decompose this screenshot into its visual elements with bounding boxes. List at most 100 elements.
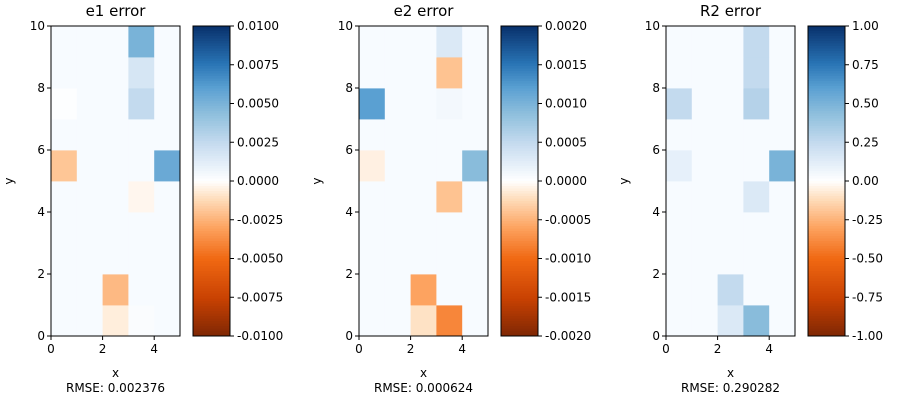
heatmap-cell [76,181,103,213]
colorbar-segment [193,256,230,259]
heatmap-cell [128,88,155,120]
colorbar-segment [193,323,230,327]
colorbar-segment [501,113,538,117]
heatmap-cell [743,181,770,213]
colorbar-segment [193,191,230,194]
colorbar-segment [193,228,230,232]
colorbar-segment [501,266,538,269]
colorbar-segment [501,173,538,177]
colorbar-segment [193,171,230,174]
heatmap-cell [436,243,463,275]
colorbar-segment [193,128,230,132]
colorbar-tick-label: -0.0075 [237,290,283,304]
colorbar-tick-label: -0.0050 [237,252,283,266]
colorbar-segment [808,83,845,87]
colorbar-tick-label: 0.0010 [545,97,587,111]
colorbar-segment [808,323,845,327]
y-tick-label: 6 [37,143,45,157]
colorbar-segment [501,273,538,277]
colorbar-segment [808,298,845,302]
heatmap-cell [154,150,181,182]
colorbar-segment [193,268,230,272]
colorbar-tick-label: 0.0050 [237,97,279,111]
colorbar-segment [808,88,845,92]
colorbar-segment [808,186,845,189]
heatmap-cell [102,150,129,182]
colorbar-segment [193,156,230,159]
colorbar-segment [501,223,538,227]
rmse-label: RMSE: 0.002376 [66,381,165,395]
colorbar-segment [193,241,230,244]
colorbar-tick-label: 0.00 [852,174,879,188]
y-tick-label: 4 [37,205,45,219]
colorbar-segment [501,68,538,72]
colorbar-tick-label: 0.0015 [545,58,587,72]
heatmap-cell [410,88,437,120]
heatmap-cell [359,57,386,89]
heatmap-cell [384,150,411,182]
heatmap-cell [436,150,463,182]
colorbar-segment [501,151,538,154]
colorbar-segment [501,286,538,289]
heatmap-cell [154,274,181,306]
colorbar-segment [193,123,230,127]
colorbar-segment [501,251,538,254]
heatmap-cell [410,119,437,151]
colorbar-segment [501,38,538,42]
heatmap-cell [410,150,437,182]
colorbar-segment [808,138,845,142]
colorbar-segment [501,56,538,59]
heatmap-cell [666,88,693,120]
colorbar-segment [501,71,538,74]
heatmap-cell [384,181,411,213]
x-tick-label: 0 [47,342,55,356]
colorbar-segment [193,131,230,134]
colorbar-segment [193,26,230,29]
colorbar-segment [193,243,230,247]
y-tick-label: 0 [37,329,45,343]
heatmap-cell [76,212,103,244]
x-tick-label: 4 [150,342,158,356]
colorbar-tick-label: 0.0020 [545,19,587,33]
colorbar-segment [193,193,230,197]
heatmap-cell [384,119,411,151]
colorbar-segment [193,78,230,82]
colorbar-segment [808,98,845,102]
colorbar-segment [193,43,230,47]
heatmap-cell [769,57,796,89]
colorbar-segment [808,136,845,139]
colorbar-segment [501,138,538,142]
heatmap-cell [102,57,129,89]
colorbar-segment [501,63,538,67]
colorbar-segment [193,253,230,257]
colorbar-segment [193,138,230,142]
x-tick-label: 4 [765,342,773,356]
heatmap-cell [691,150,718,182]
colorbar-segment [808,218,845,222]
colorbar-segment [501,258,538,262]
heatmap-cell [410,57,437,89]
heatmap-cell [359,274,386,306]
y-tick-label: 2 [652,267,660,281]
colorbar-segment [501,316,538,319]
heatmap-cell [666,150,693,182]
colorbar-segment [193,213,230,217]
colorbar-segment [501,331,538,334]
heatmap-cell [436,88,463,120]
heatmap-cell [384,57,411,89]
y-tick-label: 2 [37,267,45,281]
colorbar-segment [808,231,845,234]
heatmap-cell [76,119,103,151]
heatmap-cell [128,274,155,306]
colorbar-segment [501,83,538,87]
colorbar-segment [193,233,230,237]
heatmap-cell [666,212,693,244]
colorbar-segment [808,118,845,122]
colorbar-segment [501,221,538,224]
colorbar-segment [501,148,538,152]
heatmap-cell [128,212,155,244]
colorbar-segment [808,123,845,127]
colorbar-segment [808,258,845,262]
colorbar-segment [193,206,230,209]
y-tick-label: 0 [652,329,660,343]
